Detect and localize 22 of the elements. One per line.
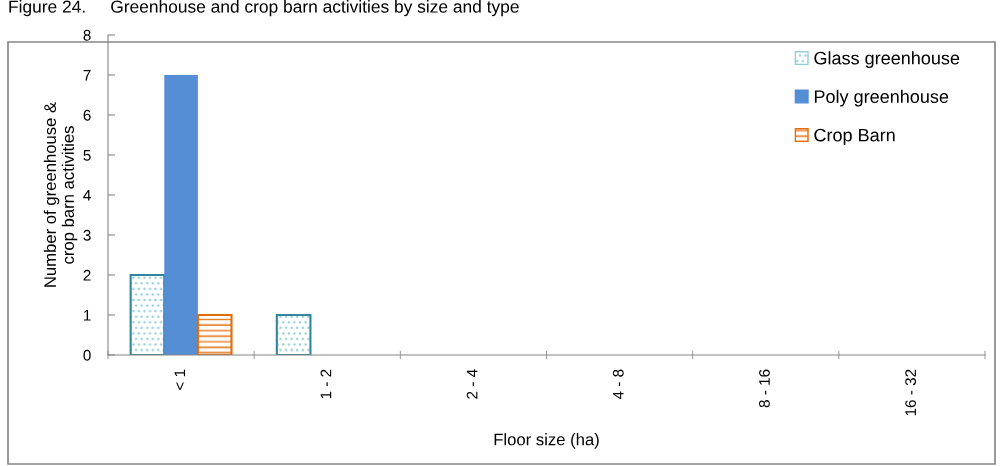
x-axis-title: Floor size (ha) — [494, 433, 599, 449]
y-tick-label: 4 — [83, 190, 91, 201]
y-tick-label: 8 — [83, 29, 91, 41]
legend-label: Poly greenhouse — [814, 89, 949, 107]
x-tick-label: 4 - 8 — [612, 369, 624, 400]
y-tick-label: 0 — [83, 349, 91, 361]
chart-title: Figure 24. Greenhouse and crop barn activities by size and type — [9, 0, 519, 17]
legend-label: Crop Barn — [814, 128, 895, 146]
x-tick-label: < 1 — [174, 369, 186, 390]
legend-label: Glass greenhouse — [814, 51, 960, 69]
y-tick-label: 1 — [84, 310, 91, 321]
bar — [164, 75, 198, 355]
x-tick-label: 8 - 16 — [759, 369, 770, 408]
x-tick-label: 2 - 4 — [466, 369, 478, 399]
y-tick-label: 3 — [83, 229, 91, 241]
y-tick-label: 2 — [83, 269, 91, 281]
y-tick-label: 5 — [83, 150, 91, 161]
y-tick-label: 7 — [83, 70, 91, 81]
x-tick-label: 16 - 32 — [905, 369, 917, 416]
y-axis-title: Number of greenhouse & crop barn activities — [43, 102, 78, 287]
y-tick-label: 6 — [83, 109, 91, 121]
x-tick-label: 1 - 2 — [320, 369, 332, 399]
